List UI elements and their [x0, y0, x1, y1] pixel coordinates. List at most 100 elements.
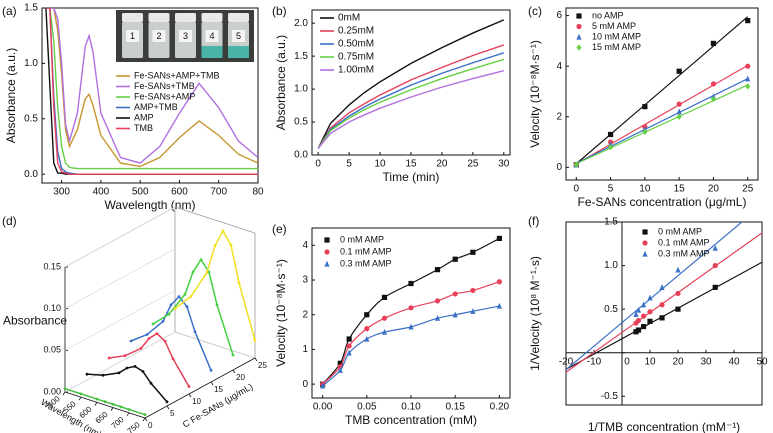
marker	[63, 387, 67, 391]
x-tick-label: 15	[674, 184, 686, 195]
marker	[187, 385, 191, 388]
marker	[364, 326, 370, 332]
x-tick-label: 400	[93, 187, 110, 198]
z-tick-label: 0.05	[43, 345, 61, 355]
x-tick-label: 0.10	[401, 402, 421, 413]
grid-line	[64, 206, 176, 268]
y-tick-label: 1	[302, 344, 308, 355]
marker	[381, 315, 388, 321]
x-tick-label: 5	[346, 159, 352, 170]
marker	[337, 367, 343, 373]
marker	[712, 284, 718, 290]
x-tick-label: 20	[672, 356, 684, 367]
marker	[103, 400, 107, 404]
x-tick-label: 10	[639, 184, 651, 195]
x-tick-label: 0	[574, 184, 580, 195]
fit-line	[576, 78, 748, 164]
y-tick-label: -0.5	[601, 391, 619, 402]
x-axis-title: TMB concentration (mM)	[345, 413, 477, 427]
y-tick-label: 0	[302, 379, 308, 390]
y-tick-label: 10	[192, 397, 201, 406]
vial-tag	[205, 30, 219, 42]
y-tick-label: 1.0	[24, 58, 38, 69]
marker	[149, 381, 153, 385]
marker	[215, 303, 219, 307]
marker	[231, 353, 235, 357]
y-tick-label: 0	[148, 421, 153, 430]
marker	[647, 294, 653, 301]
marker	[237, 281, 241, 285]
series-line	[45, 8, 258, 168]
fit-curve	[322, 281, 500, 385]
y-tick	[144, 417, 148, 422]
legend-label: 0 mM AMP	[658, 226, 702, 236]
vial-label: 5	[236, 31, 241, 41]
marker	[676, 68, 682, 74]
marker	[221, 229, 225, 233]
series-line	[152, 258, 234, 356]
x-tick-label: 30	[498, 159, 510, 170]
y-tick-label: 0	[556, 162, 562, 173]
legend-swatch	[324, 237, 330, 243]
marker	[745, 63, 751, 69]
panel-label: (e)	[272, 222, 287, 236]
marker	[745, 83, 751, 90]
marker	[496, 302, 502, 309]
y-tick-label: 0.5	[294, 117, 308, 128]
marker	[675, 306, 681, 312]
fit-line	[566, 222, 743, 371]
legend-swatch	[324, 249, 330, 255]
y-axis-title: Absorbance (a.u.)	[274, 35, 288, 130]
x-tick	[78, 396, 82, 401]
legend-label: 0.75mM	[338, 52, 374, 63]
series-line	[45, 8, 258, 170]
marker	[101, 373, 105, 377]
legend-label: 0.1 mM AMP	[340, 246, 392, 256]
marker	[165, 400, 169, 404]
legend-swatch	[642, 250, 648, 257]
legend-label: Fe-SANs+TMB	[134, 81, 195, 91]
y-tick	[210, 381, 214, 386]
series-line	[130, 295, 212, 371]
series-line	[108, 332, 190, 387]
marker	[119, 405, 123, 409]
y-tick-label: 6	[556, 10, 562, 21]
series-line	[86, 365, 168, 403]
marker	[452, 256, 458, 262]
marker	[659, 315, 665, 321]
marker	[125, 366, 129, 370]
y-tick-label: 5	[170, 409, 175, 418]
plot-frame	[41, 7, 259, 184]
y-tick	[254, 357, 258, 362]
legend-label: 0 mM AMP	[340, 234, 384, 244]
vial-cap	[122, 13, 143, 22]
fit-line	[575, 64, 749, 165]
legend-label: no AMP	[592, 10, 624, 20]
legend-swatch	[642, 229, 648, 235]
vial-tag	[179, 30, 192, 42]
vial-cap	[201, 13, 223, 22]
marker	[364, 335, 370, 342]
x-tick-label: 0.05	[357, 402, 377, 413]
marker	[143, 413, 147, 417]
marker	[346, 336, 352, 342]
marker	[133, 365, 137, 368]
marker	[193, 330, 197, 334]
marker	[191, 270, 195, 274]
x-tick-label: 20	[436, 159, 448, 170]
x-tick-label: 25	[467, 159, 479, 170]
vial-solution	[228, 46, 249, 58]
z-tick-label: 0.00	[43, 386, 61, 396]
x-tick-label: 300	[53, 187, 70, 198]
fit-line	[576, 84, 748, 165]
vial-label: 4	[209, 31, 214, 41]
marker	[676, 101, 682, 107]
x-axis-title: Fe-SANs concentration (μg/mL)	[578, 195, 747, 209]
x-tick-label: 600	[171, 187, 188, 198]
marker	[139, 347, 143, 350]
x-tick-label: 0.00	[313, 402, 333, 413]
x-tick-label: 500	[132, 187, 149, 198]
marker	[470, 287, 476, 294]
legend-label: 15 mM AMP	[592, 42, 641, 52]
marker	[470, 308, 476, 314]
